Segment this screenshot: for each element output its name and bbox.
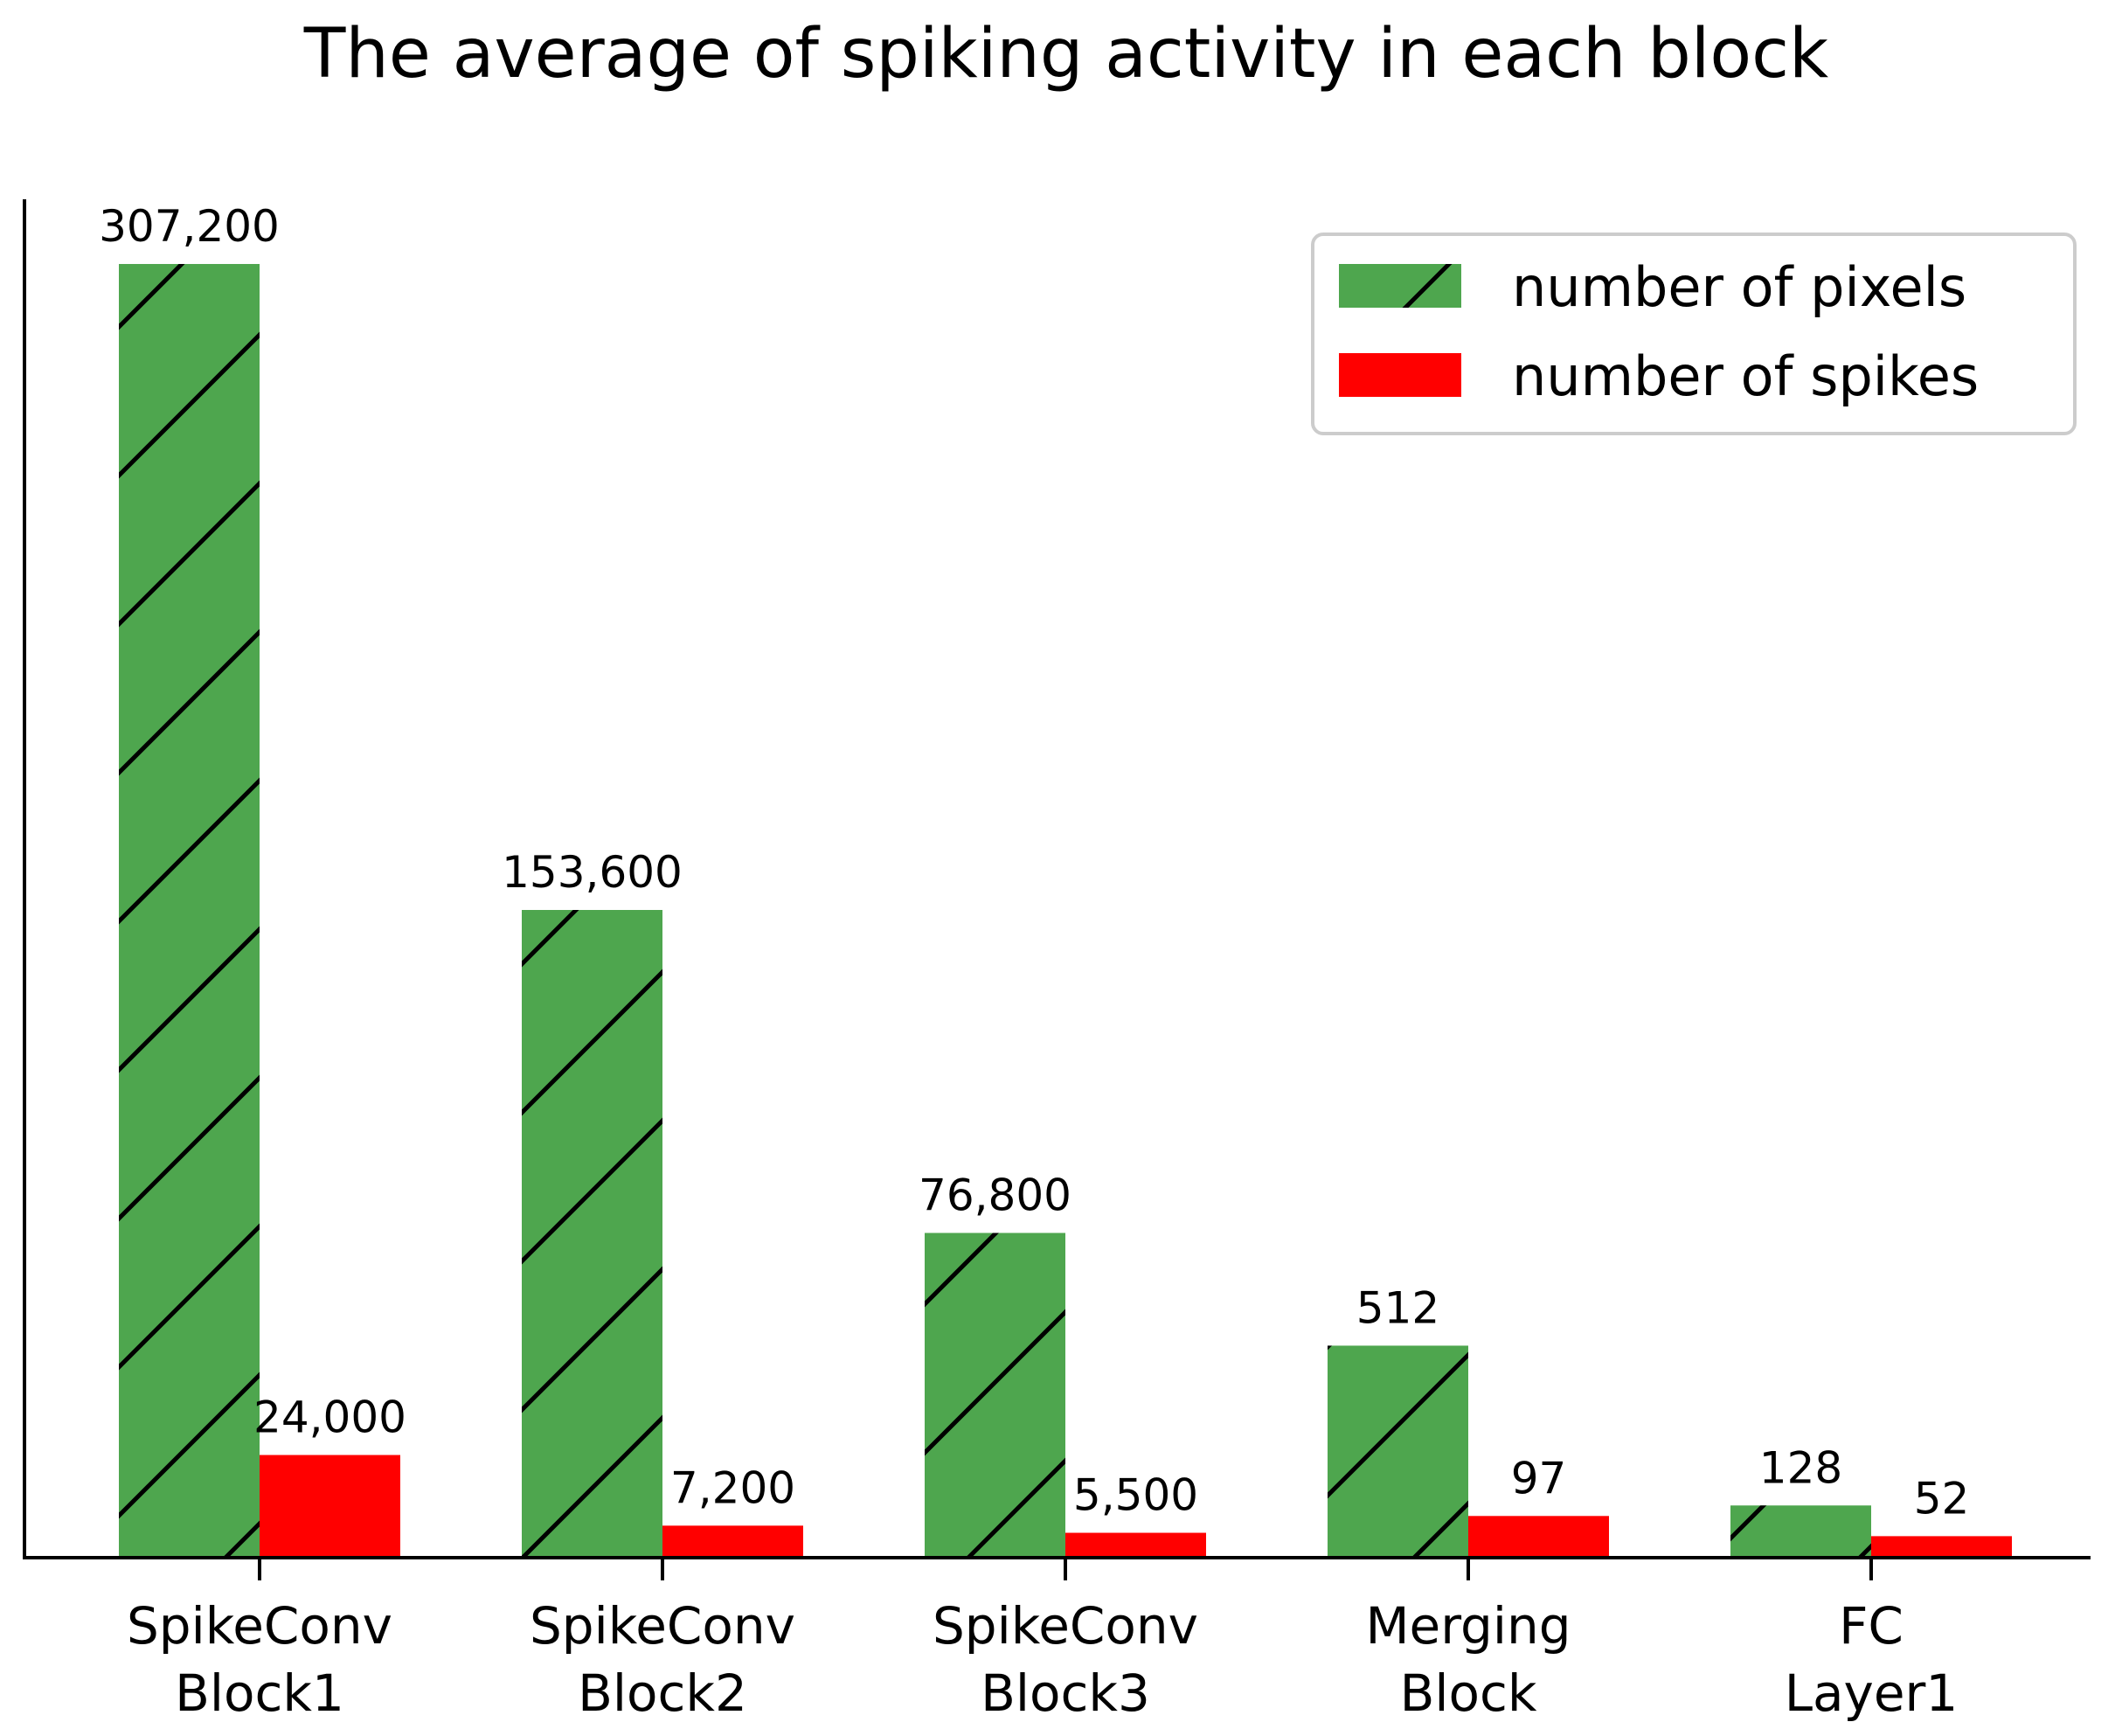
bar-pixels-hatch-5 (1730, 1505, 1871, 1558)
value-label-spikes-5: 52 (1914, 1473, 1970, 1524)
legend-label-pixels: number of pixels (1512, 255, 1966, 319)
x-tick-label-1-line2: Block1 (175, 1663, 344, 1723)
x-ticks-group: SpikeConv Block1 SpikeConv Block2 SpikeConv B… (127, 1558, 1958, 1723)
bar-spikes-1 (260, 1455, 400, 1558)
value-label-spikes-4: 97 (1511, 1453, 1567, 1503)
bar-pixels-hatch-4 (1328, 1345, 1468, 1558)
legend-swatch-pixels-hatch (1339, 264, 1461, 308)
bars-group (119, 264, 2012, 1558)
bar-spikes-2 (662, 1525, 803, 1558)
value-label-spikes-1: 24,000 (253, 1392, 406, 1443)
value-label-pixels-5: 128 (1759, 1442, 1842, 1493)
value-label-spikes-2: 7,200 (670, 1462, 795, 1513)
x-tick-label-3-line2: Block3 (981, 1663, 1150, 1723)
value-label-pixels-4: 512 (1356, 1282, 1439, 1333)
bar-spikes-3 (1065, 1532, 1206, 1558)
x-tick-label-5-line2: Layer1 (1785, 1663, 1959, 1723)
chart-title: The average of spiking activity in each … (303, 15, 1828, 94)
legend-frame (1311, 233, 2077, 435)
bar-spikes-4 (1468, 1516, 1609, 1558)
bar-spikes-5 (1871, 1536, 2012, 1558)
bar-pixels-hatch-3 (925, 1233, 1065, 1558)
value-label-pixels-3: 76,800 (919, 1170, 1071, 1221)
bar-pixels-hatch-2 (522, 910, 662, 1558)
x-tick-label-4-line1: Merging (1365, 1596, 1571, 1656)
x-tick-label-3-line1: SpikeConv (933, 1596, 1198, 1656)
value-label-pixels-2: 153,600 (502, 847, 683, 898)
value-labels-group: 307,200 24,000 153,600 7,200 76,800 5,500 512 9… (99, 201, 1969, 1524)
x-tick-label-5-line1: FC (1839, 1596, 1904, 1656)
value-label-pixels-1: 307,200 (99, 201, 280, 252)
bar-pixels-hatch-1 (119, 264, 260, 1558)
x-tick-label-1-line1: SpikeConv (127, 1596, 392, 1656)
x-tick-label-2-line1: SpikeConv (530, 1596, 795, 1656)
x-tick-label-2-line2: Block2 (578, 1663, 747, 1723)
legend-label-spikes: number of spikes (1512, 344, 1979, 408)
x-tick-label-4-line2: Block (1400, 1663, 1537, 1723)
legend: number of pixels number of spikes (1311, 233, 2077, 435)
legend-swatch-spikes (1339, 353, 1461, 397)
value-label-spikes-3: 5,500 (1073, 1470, 1198, 1521)
